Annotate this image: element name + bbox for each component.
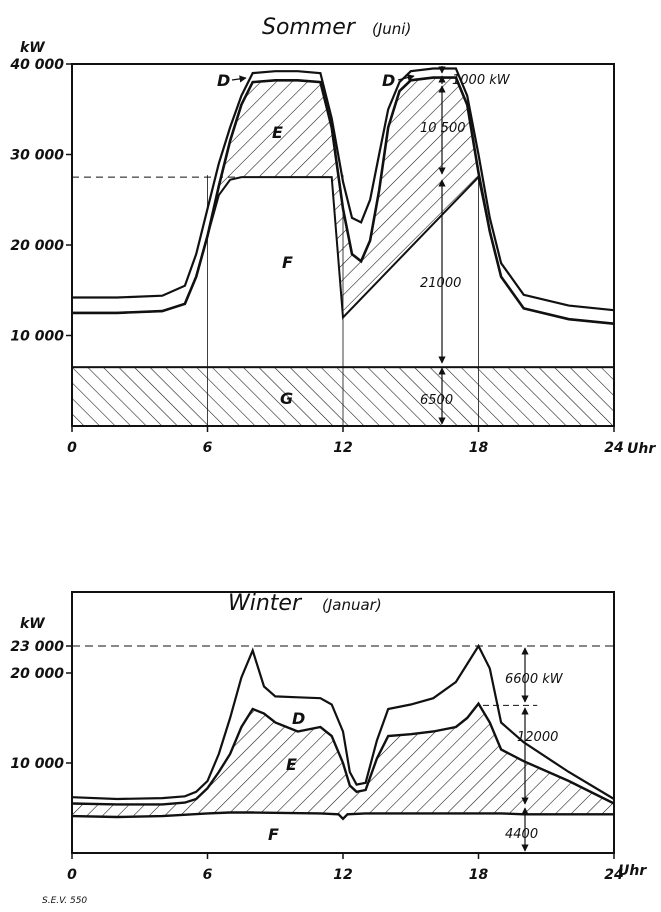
summer-unit-label: kW — [20, 40, 45, 56]
winter-x-tick-label-4: 24 — [604, 867, 623, 883]
winter-subtitle: (Januar) — [322, 596, 382, 614]
winter-series-e-band — [72, 703, 614, 819]
winter-region-d: D — [292, 709, 305, 728]
summer-x-tick-label-3: 18 — [469, 440, 489, 456]
summer-series-d-line — [72, 67, 615, 312]
winter-x-ticks: 0 6 12 18 24 — [67, 853, 624, 883]
summer-series — [71, 67, 615, 427]
summer-series-e-band — [72, 77, 614, 324]
winter-x-tick-label-1: 6 — [203, 867, 213, 883]
winter-region-f: F — [268, 825, 279, 844]
winter-dim-6600: 6600 kW — [505, 672, 564, 687]
winter-title: Winter — [228, 591, 303, 616]
summer-x-tick-label-0: 0 — [67, 440, 77, 456]
winter-series — [71, 643, 615, 821]
winter-series-f-line — [71, 811, 614, 821]
summer-region-g: G — [280, 389, 293, 408]
winter-guides — [72, 645, 614, 706]
summer-y-tick-label-0: 10 000 — [10, 329, 64, 345]
winter-y-tick-label-2: 23 000 — [10, 639, 64, 655]
summer-d-pointer-right — [397, 74, 415, 82]
summer-y-tick-label-1: 20 000 — [10, 238, 64, 254]
summer-region-e: E — [272, 123, 283, 142]
winter-y-tick-label-0: 10 000 — [10, 756, 64, 772]
summer-series-d-band — [72, 68, 614, 324]
winter-x-unit-label: Uhr — [618, 863, 647, 879]
summer-region-d-right: D — [382, 71, 395, 90]
summer-title: Sommer — [262, 15, 357, 40]
winter-y-tick-label-1: 20 000 — [10, 666, 64, 682]
summer-series-f-line — [72, 175, 615, 325]
winter-chart: Winter (Januar) kW Uhr 10 000 20 000 23 00… — [10, 591, 647, 883]
winter-region-e: E — [286, 755, 297, 774]
summer-dim-6500: 6500 — [420, 393, 453, 408]
summer-x-unit-label: Uhr — [627, 441, 656, 457]
summer-x-ticks: 0 6 12 18 24 — [67, 426, 624, 456]
summer-y-tick-label-3: 40 000 — [9, 57, 64, 73]
figure-code: S.E.V. 550 — [42, 896, 87, 906]
summer-x-tick-label-2: 12 — [333, 440, 352, 456]
summer-subtitle: (Juni) — [372, 20, 411, 38]
summer-d-pointer-left — [231, 75, 247, 83]
summer-region-f: F — [282, 253, 293, 272]
summer-x-tick-label-1: 6 — [203, 440, 213, 456]
winter-x-tick-label-3: 18 — [469, 867, 489, 883]
winter-x-tick-label-0: 0 — [67, 867, 77, 883]
summer-y-tick-label-2: 30 000 — [10, 148, 64, 164]
summer-dim-10500: 10 500 — [420, 121, 466, 136]
winter-x-tick-label-2: 12 — [333, 867, 352, 883]
winter-dim-4400: 4400 — [505, 827, 538, 842]
winter-series-d-line — [71, 643, 615, 801]
winter-dim-12000: 12000 — [517, 730, 558, 745]
summer-x-tick-label-4: 24 — [604, 440, 623, 456]
winter-y-ticks: 10 000 20 000 23 000 — [10, 639, 72, 772]
summer-region-d-left: D — [217, 71, 230, 90]
summer-dim-21000: 21000 — [420, 276, 461, 291]
summer-y-ticks: 10 000 20 000 30 000 40 000 — [9, 57, 72, 345]
summer-dim-1000: 1000 kW — [452, 73, 511, 88]
summer-series-g-band — [71, 366, 615, 427]
winter-series-e-line — [71, 701, 615, 806]
winter-unit-label: kW — [20, 616, 45, 632]
summer-chart: Sommer (Juni) kW Uhr 10 000 20 000 30 000 4… — [9, 15, 656, 457]
